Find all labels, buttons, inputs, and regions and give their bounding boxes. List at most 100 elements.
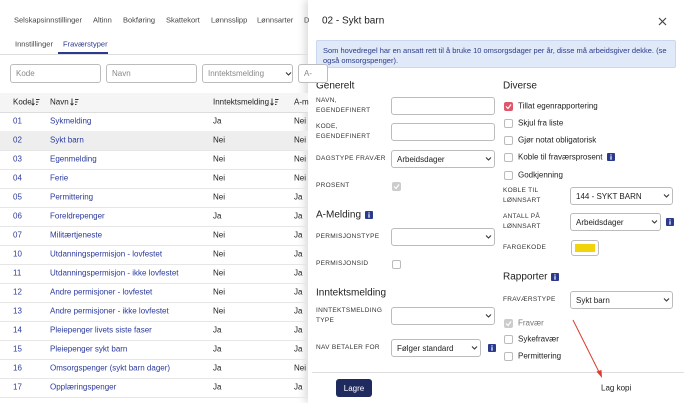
row-line (0, 320, 308, 322)
field-label: KOBLE TIL LØNNSART (503, 187, 541, 204)
row-link[interactable]: Utdanningspermisjon - ikke lovfestet (50, 268, 179, 278)
chevron (663, 194, 670, 198)
cell: Nei (213, 287, 226, 297)
panel-title: 02 - Sykt barn (322, 15, 385, 27)
select[interactable] (391, 228, 495, 246)
row-link: 05 (13, 192, 22, 202)
cell: Ja (294, 211, 303, 221)
row-link[interactable]: Omsorgspenger (sykt barn dager) (50, 363, 171, 373)
row-link[interactable]: Militærtjeneste (50, 230, 103, 240)
column-header[interactable]: Kode (13, 97, 32, 107)
info-icon (551, 273, 559, 281)
cell: Nei (294, 363, 307, 373)
cell: Ja (213, 344, 222, 354)
text-input[interactable] (391, 97, 495, 115)
select[interactable]: Arbeidsdager (570, 213, 661, 231)
row-link[interactable]: Egenmelding (50, 154, 97, 164)
field-label: PERMISJONSTYPE (316, 233, 380, 240)
section-heading: Generelt (316, 80, 355, 92)
field-label: KODE, EGENDEFINERT (316, 123, 371, 140)
row-link[interactable]: Utdanningspermisjon - lovfestet (50, 249, 163, 259)
sub-tab[interactable]: Innstillinger (15, 39, 53, 49)
row-link[interactable]: Andre permisjoner - ikke lovfestet (50, 306, 169, 316)
placeholder: A- (304, 69, 312, 78)
row-link[interactable]: Sykmelding (50, 116, 92, 126)
nav-tab[interactable]: Selskapsinnstillinger (14, 15, 82, 25)
select[interactable] (391, 307, 495, 325)
row-line (0, 206, 308, 208)
row-link[interactable]: Ferie (50, 173, 69, 183)
section-heading: Diverse (503, 80, 537, 92)
cell: Nei (213, 154, 226, 164)
checkbox[interactable] (504, 351, 513, 361)
chevron (485, 314, 492, 318)
checkbox-label: Fravær (518, 318, 544, 328)
field-label: NAVN, EGENDEFINERT (316, 97, 371, 114)
row-link: 15 (13, 344, 22, 354)
checkbox[interactable] (504, 118, 513, 128)
field-label: INNTEKTSMELDING TYPE (316, 307, 383, 324)
sort-icon (31, 98, 40, 106)
checkbox-label: Permittering (518, 351, 562, 361)
checkbox[interactable] (504, 135, 513, 145)
select[interactable]: 144 - SYKT BARN (570, 187, 673, 205)
nav-tab[interactable]: Lønnsarter (257, 15, 294, 25)
field-label: ANTALL PÅ LØNNSART (503, 213, 541, 230)
nav-tab[interactable]: D (304, 15, 310, 25)
row-highlight (0, 130, 308, 150)
filter-select[interactable]: Inntektsmelding (202, 64, 293, 83)
save-button[interactable]: Lagre (336, 379, 372, 397)
filter-input[interactable]: Kode (10, 64, 101, 83)
row-line (0, 301, 308, 303)
sort-icon (270, 98, 279, 106)
row-link[interactable]: Opplæringspenger (50, 382, 117, 392)
nav-tab[interactable]: Skattekort (166, 15, 200, 25)
field-label: FRAVÆRSTYPE (503, 296, 556, 303)
filter-input[interactable]: A- (298, 64, 328, 83)
filter-input[interactable]: Navn (106, 64, 197, 83)
row-line (0, 244, 308, 246)
row-link: 04 (13, 173, 22, 183)
checkbox-label: Skjul fra liste (518, 118, 564, 128)
close-icon[interactable] (658, 17, 667, 26)
column-header[interactable]: Inntektsmelding (213, 97, 270, 107)
copy-button[interactable]: Lag kopi (601, 383, 632, 393)
info-icon (666, 218, 674, 226)
row-link: 10 (13, 249, 22, 259)
row-link[interactable]: Foreldrepenger (50, 211, 105, 221)
section-heading: Inntektsmelding (316, 287, 387, 299)
row-link[interactable]: Permittering (50, 192, 94, 202)
row-link[interactable]: Pleiepenger livets siste faser (50, 325, 152, 335)
field-label: FARGEKODE (503, 244, 547, 251)
row-link: 11 (13, 268, 22, 278)
field-label: DAGSTYPE FRAVÆR (316, 155, 386, 162)
sub-tab[interactable]: Fraværstyper (63, 39, 108, 49)
nav-tab[interactable]: Altinn (93, 15, 112, 25)
select[interactable]: Arbeidsdager (391, 150, 495, 168)
row-link[interactable]: Andre permisjoner - lovfestet (50, 287, 153, 297)
column-header[interactable]: Navn (50, 97, 69, 107)
cell: Ja (213, 211, 222, 221)
chevron (471, 346, 478, 350)
checkbox[interactable] (504, 101, 513, 111)
row-link: 03 (13, 154, 22, 164)
section-heading: Rapporter (503, 271, 548, 283)
text-input[interactable] (391, 123, 495, 141)
select[interactable]: Følger standard (391, 339, 481, 357)
cell: Nei (213, 192, 226, 202)
checkbox[interactable] (504, 334, 513, 344)
cell: Nei (294, 116, 307, 126)
nav-tab[interactable]: Lønnsslipp (211, 15, 248, 25)
chevron (485, 157, 492, 161)
checkbox[interactable] (504, 170, 513, 180)
row-link[interactable]: Pleiepenger sykt barn (50, 344, 128, 354)
nav-tab[interactable]: Bokføring (123, 15, 156, 25)
color-picker[interactable] (571, 240, 599, 256)
checkbox[interactable] (504, 152, 513, 162)
column-header[interactable]: A-m (294, 97, 309, 107)
row-link[interactable]: Sykt barn (50, 135, 84, 145)
select[interactable]: Sykt barn (570, 291, 673, 309)
checkbox-label: Sykefravær (518, 334, 559, 344)
cell: Ja (213, 363, 222, 373)
